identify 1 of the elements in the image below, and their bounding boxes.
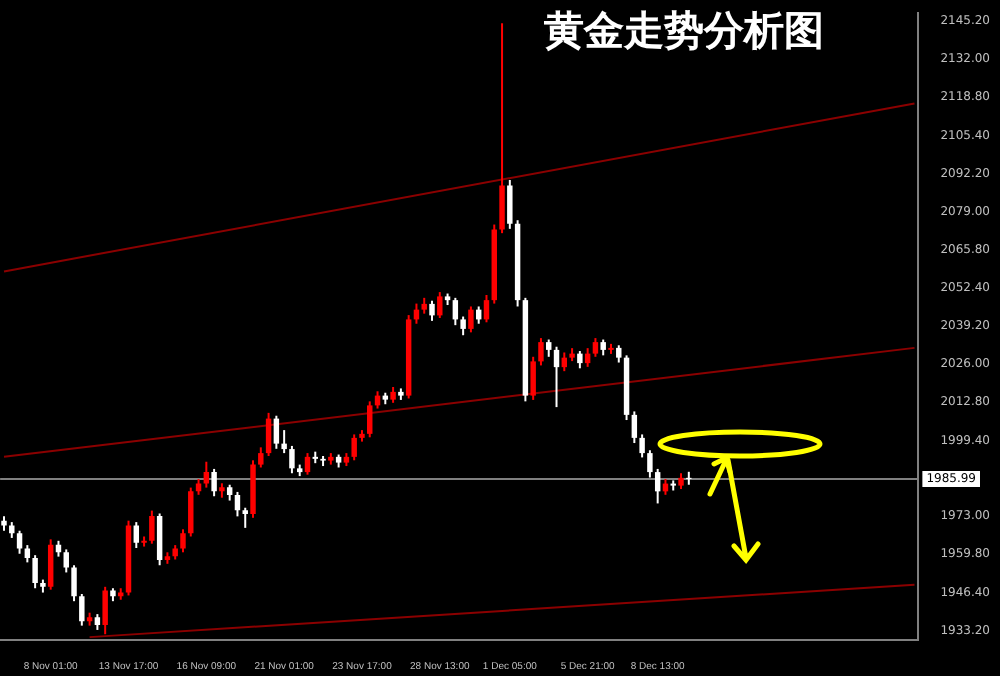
chart-title: 黄金走势分析图 <box>542 4 826 58</box>
